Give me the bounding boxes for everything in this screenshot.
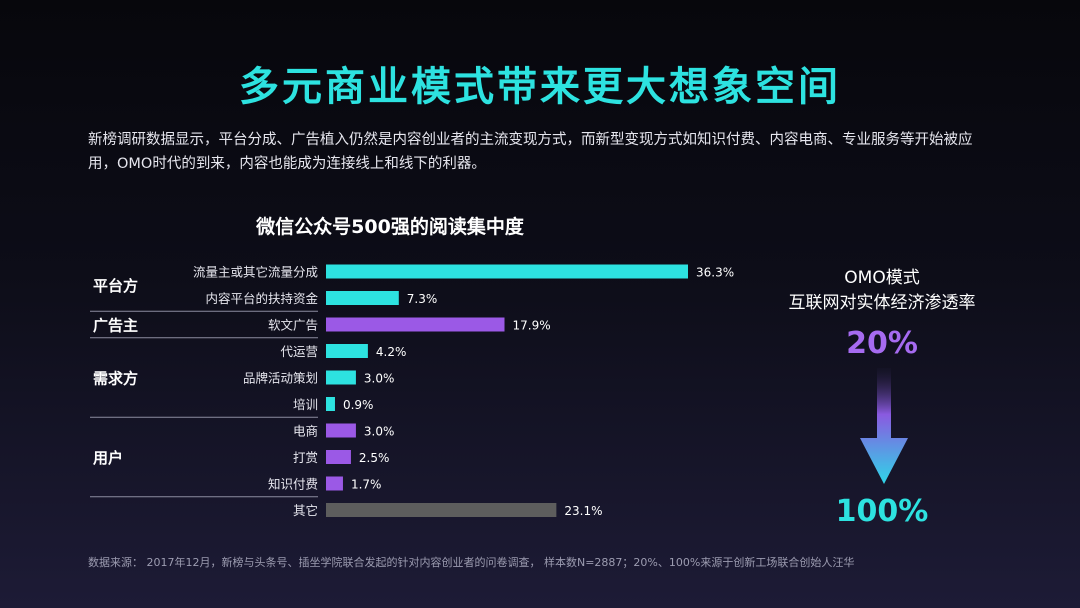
category-label: 内容平台的扶持资金 bbox=[205, 291, 318, 306]
group-label: 平台方 bbox=[93, 277, 138, 295]
value-label: 7.3% bbox=[407, 292, 438, 306]
category-label: 打赏 bbox=[293, 450, 318, 465]
page-title: 多元商业模式带来更大想象空间 bbox=[239, 64, 841, 110]
omo-subtitle: 互联网对实体经济渗透率 bbox=[788, 293, 976, 313]
group-label: 需求方 bbox=[93, 370, 138, 388]
chart-title: 微信公众号500强的阅读集中度 bbox=[256, 216, 524, 238]
bar-2 bbox=[326, 291, 399, 305]
penetration-to-value: 100% bbox=[835, 494, 929, 529]
category-label: 知识付费 bbox=[268, 477, 318, 492]
bar-8 bbox=[326, 450, 351, 464]
bar-1 bbox=[326, 264, 688, 279]
bar-5 bbox=[326, 370, 356, 385]
down-arrow-icon bbox=[860, 368, 908, 484]
value-label: 1.7% bbox=[351, 478, 382, 492]
omo-title: OMO模式 bbox=[844, 268, 920, 288]
bar-4 bbox=[326, 344, 368, 358]
category-label: 培训 bbox=[293, 397, 318, 412]
group-label: 用户 bbox=[93, 449, 123, 467]
bar-9 bbox=[326, 476, 343, 491]
penetration-from-value: 20% bbox=[846, 326, 918, 361]
category-label: 其它 bbox=[293, 503, 318, 518]
value-label: 3.0% bbox=[364, 425, 395, 439]
category-label: 品牌活动策划 bbox=[243, 371, 318, 386]
value-label: 4.2% bbox=[376, 345, 407, 359]
value-label: 2.5% bbox=[359, 451, 390, 465]
category-label: 电商 bbox=[293, 424, 318, 439]
value-label: 0.9% bbox=[343, 398, 374, 412]
value-label: 23.1% bbox=[564, 504, 602, 518]
bar-7 bbox=[326, 423, 356, 438]
category-label: 流量主或其它流量分成 bbox=[193, 265, 318, 280]
bar-chart: 流量主或其它流量分成 36.3% 内容平台的扶持资金 7.3% 软文广告 17.9% 代运营… bbox=[90, 264, 734, 518]
intro-paragraph: 新榜调研数据显示，平台分成、广告植入仍然是内容创业者的主流变现方式，而新型变现方… bbox=[88, 132, 973, 172]
value-label: 36.3% bbox=[696, 266, 734, 280]
category-label: 软文广告 bbox=[268, 318, 318, 333]
bar-6 bbox=[326, 397, 335, 411]
bar-10 bbox=[326, 503, 557, 517]
value-label: 3.0% bbox=[364, 372, 395, 386]
bar-3 bbox=[326, 317, 505, 332]
data-source-note: 数据来源： 2017年12月，新榜与头条号、插坐学院联合发起的针对内容创业者的问… bbox=[88, 556, 855, 569]
group-label: 广告主 bbox=[93, 317, 138, 335]
category-label: 代运营 bbox=[280, 344, 318, 359]
value-label: 17.9% bbox=[513, 319, 551, 333]
